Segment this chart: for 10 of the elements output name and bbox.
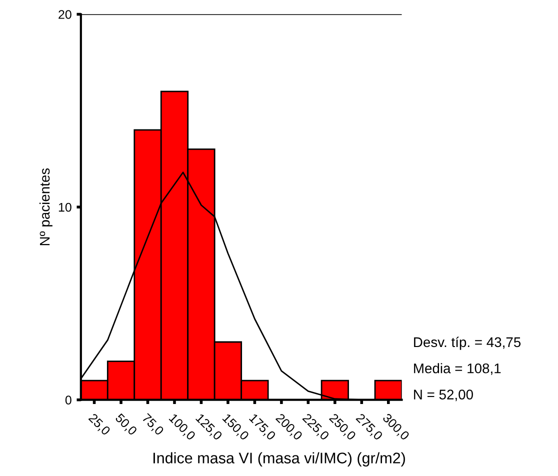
x-axis-title: Indice masa VI (masa vi/IMC) (gr/m2) (154, 452, 405, 466)
text: Media = 108,1 (414, 363, 501, 375)
y-axis-title: Nº pacientes (39, 168, 52, 246)
y-tick-label: 20 (58, 10, 72, 19)
text: N = 52,00 (414, 390, 473, 402)
x-tick-label: 25,0 (87, 413, 111, 437)
text: Desv. típ. = 43,75 (414, 336, 521, 350)
y-tick-label: 0 (65, 396, 72, 404)
x-tick-label: 50,0 (114, 412, 138, 437)
y-tick-label: 10 (58, 202, 72, 212)
